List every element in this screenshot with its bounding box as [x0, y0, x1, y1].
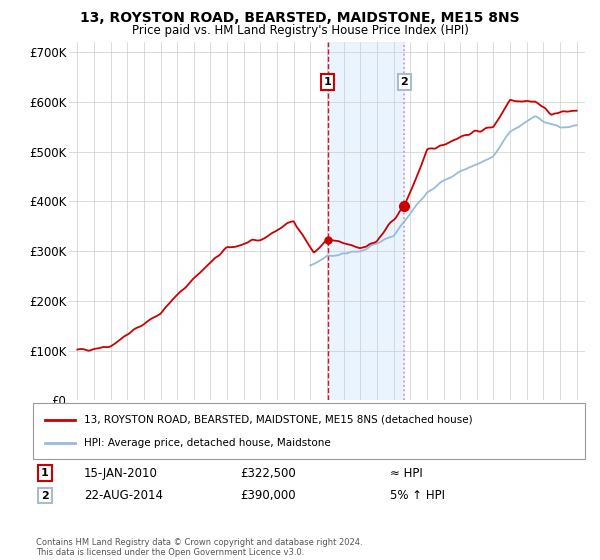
Text: 1: 1 — [41, 468, 49, 478]
Text: 1: 1 — [324, 77, 332, 87]
Text: £322,500: £322,500 — [240, 466, 296, 480]
Text: 13, ROYSTON ROAD, BEARSTED, MAIDSTONE, ME15 8NS: 13, ROYSTON ROAD, BEARSTED, MAIDSTONE, M… — [80, 11, 520, 25]
Bar — [328, 42, 404, 400]
Text: 5% ↑ HPI: 5% ↑ HPI — [390, 489, 445, 502]
Text: 2: 2 — [400, 77, 408, 87]
Text: ≈ HPI: ≈ HPI — [390, 466, 423, 480]
Text: 2: 2 — [41, 491, 49, 501]
Text: £390,000: £390,000 — [240, 489, 296, 502]
Text: Price paid vs. HM Land Registry's House Price Index (HPI): Price paid vs. HM Land Registry's House … — [131, 24, 469, 36]
Text: 22-AUG-2014: 22-AUG-2014 — [84, 489, 163, 502]
Text: Contains HM Land Registry data © Crown copyright and database right 2024.
This d: Contains HM Land Registry data © Crown c… — [36, 538, 362, 557]
Text: 13, ROYSTON ROAD, BEARSTED, MAIDSTONE, ME15 8NS (detached house): 13, ROYSTON ROAD, BEARSTED, MAIDSTONE, M… — [84, 414, 473, 424]
Text: 15-JAN-2010: 15-JAN-2010 — [84, 466, 158, 480]
Text: HPI: Average price, detached house, Maidstone: HPI: Average price, detached house, Maid… — [84, 438, 331, 448]
